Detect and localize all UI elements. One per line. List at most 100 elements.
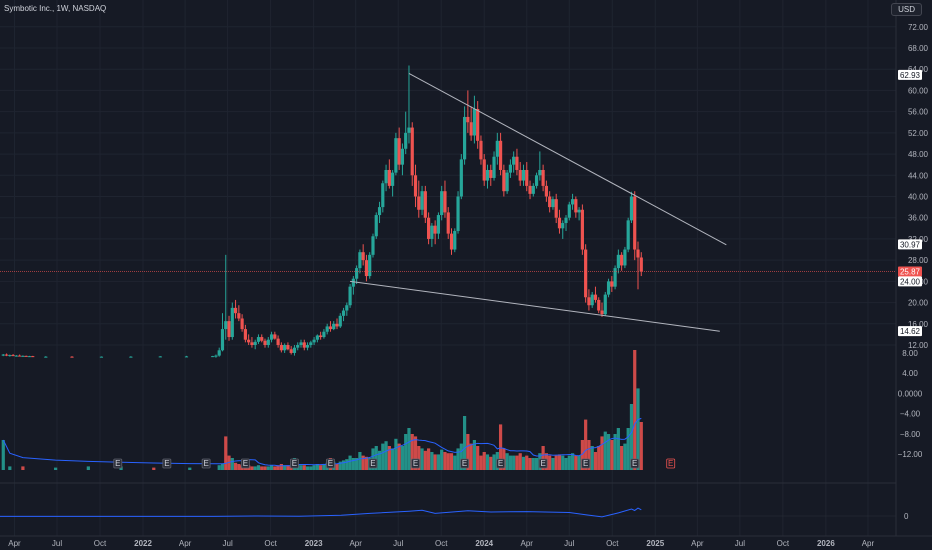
candle-body xyxy=(374,215,378,237)
volume-bar xyxy=(305,466,310,470)
candle-body xyxy=(371,236,375,255)
price-tick-label: 12.00 xyxy=(908,341,929,350)
volume-bar xyxy=(472,440,477,470)
candle-body xyxy=(508,164,512,173)
earnings-marker[interactable] xyxy=(326,458,335,469)
candle-body xyxy=(610,281,614,287)
candle-body xyxy=(397,138,401,165)
earnings-marker[interactable] xyxy=(581,458,591,469)
candle-body xyxy=(273,334,277,339)
volume-bar xyxy=(515,455,519,470)
candle-body xyxy=(400,148,405,165)
earnings-marker[interactable] xyxy=(666,458,676,469)
trendline-lower[interactable] xyxy=(350,280,720,332)
candle-body xyxy=(577,209,581,213)
candle-body xyxy=(574,199,578,213)
price-label-text: 14.62 xyxy=(900,327,921,336)
candle-body xyxy=(404,132,408,149)
volume-bar xyxy=(541,446,545,470)
candle-body xyxy=(299,342,303,345)
volume-bar xyxy=(629,404,634,470)
volume-bar xyxy=(338,461,342,470)
earnings-marker-label: E xyxy=(370,459,375,468)
candle-body xyxy=(269,334,274,340)
candle-body xyxy=(433,225,437,234)
volume-bar xyxy=(469,443,473,470)
price-tick-label: 16.00 xyxy=(908,320,929,329)
earnings-marker-label: E xyxy=(115,459,120,468)
volume-bar xyxy=(410,434,414,470)
candle-body xyxy=(24,355,28,357)
volume-bar xyxy=(233,462,238,470)
volume-bar xyxy=(283,465,287,470)
candle-body xyxy=(335,323,339,327)
earnings-marker[interactable] xyxy=(368,458,378,469)
candle-body xyxy=(449,233,454,250)
candle-body xyxy=(237,313,241,319)
price-label-text: 30.97 xyxy=(900,240,921,249)
volume-bar xyxy=(459,443,463,470)
candle-body xyxy=(345,305,349,311)
volume-bar xyxy=(551,458,555,470)
earnings-marker[interactable] xyxy=(113,458,123,469)
price-label-badge xyxy=(898,239,922,250)
earnings-marker[interactable] xyxy=(538,458,548,469)
volume-bar xyxy=(521,456,526,470)
candle-body xyxy=(557,217,562,229)
candle-body xyxy=(561,223,565,229)
candle-body xyxy=(289,349,293,353)
earnings-marker[interactable] xyxy=(496,458,505,469)
candle-body xyxy=(551,199,555,208)
earnings-marker[interactable] xyxy=(411,458,420,469)
earnings-marker[interactable] xyxy=(201,458,211,469)
volume-tick-label: −4.00 xyxy=(900,410,921,419)
volume-bar xyxy=(626,428,630,470)
currency-button[interactable]: USD xyxy=(891,3,922,16)
volume-tick-label: 4.00 xyxy=(902,369,918,378)
volume-bar xyxy=(610,440,614,470)
trendline-upper[interactable] xyxy=(408,73,727,246)
candle-body xyxy=(570,199,575,205)
earnings-marker[interactable] xyxy=(162,458,172,469)
volume-bar xyxy=(358,452,362,470)
price-tick-label: 56.00 xyxy=(908,108,929,117)
price-label-badge xyxy=(898,276,922,287)
volume-bar xyxy=(394,438,398,470)
candle-body xyxy=(247,339,251,343)
candle-body xyxy=(544,185,548,197)
candle-body xyxy=(427,217,431,239)
candle-body xyxy=(446,212,450,234)
volume-bar xyxy=(256,465,261,470)
volume-bar xyxy=(564,458,568,470)
candle-body xyxy=(485,169,490,181)
time-tick-label: Jul xyxy=(223,539,233,548)
candle-body xyxy=(626,220,630,250)
earnings-marker[interactable] xyxy=(460,458,469,469)
earnings-marker-label: E xyxy=(668,459,673,468)
candle-body xyxy=(332,323,336,330)
volume-bar xyxy=(21,466,25,470)
earnings-marker[interactable] xyxy=(240,458,250,469)
earnings-marker[interactable] xyxy=(290,458,299,469)
earnings-marker[interactable] xyxy=(630,458,640,469)
volume-bar xyxy=(570,453,575,470)
candle-body xyxy=(498,140,503,170)
price-label-text: 62.93 xyxy=(900,71,921,80)
volume-bar xyxy=(237,464,241,470)
volume-bar xyxy=(276,465,280,470)
price-tick-label: 28.00 xyxy=(908,256,929,265)
candle-body xyxy=(31,356,35,358)
earnings-marker-label: E xyxy=(540,459,545,468)
time-tick-label: Jul xyxy=(52,539,62,548)
volume-bar xyxy=(413,436,418,470)
candle-body xyxy=(420,191,424,210)
candle-body xyxy=(338,315,342,327)
time-tick-label: Oct xyxy=(777,539,790,548)
volume-bar xyxy=(250,466,254,470)
candle-body xyxy=(348,286,352,306)
volume-bar xyxy=(466,434,470,470)
candle-body xyxy=(315,335,319,340)
candle-body xyxy=(430,225,434,239)
price-tick-label: 20.00 xyxy=(908,299,929,308)
